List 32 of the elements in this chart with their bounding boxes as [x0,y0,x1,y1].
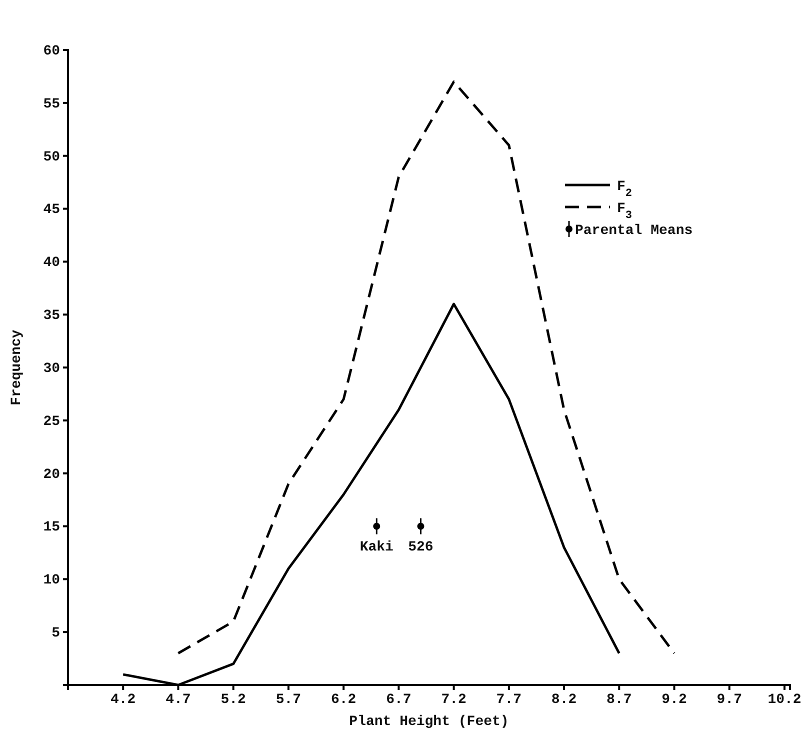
x-tick-label: 6.7 [386,692,412,708]
y-tick-label: 35 [43,308,60,324]
x-tick-label: 4.7 [166,692,191,708]
x-tick-label: 10.2 [768,692,802,708]
y-tick-label: 10 [43,572,60,589]
legend-label: Parental Means [575,223,693,239]
y-tick-label: 55 [43,96,60,112]
x-tick-label: 9.7 [716,692,742,708]
y-axis-title: Frequency [9,329,25,406]
x-tick-label: 9.2 [662,692,687,708]
x-tick-label: 7.7 [496,692,522,708]
x-tick-label: 8.7 [606,692,632,708]
x-tick-label: 7.2 [441,692,466,708]
x-tick-label: 8.2 [551,692,577,708]
x-tick-label: 5.7 [276,692,302,708]
y-tick-label: 20 [43,466,60,483]
x-tick-label: 4.2 [110,692,136,708]
y-tick-label: 45 [43,202,60,218]
x-axis-title: Plant Height (Feet) [349,714,509,730]
y-tick-label: 40 [43,255,60,272]
x-tick-label: 5.2 [220,692,246,708]
legend-label: F$_{2}$ [617,179,632,200]
y-tick-label: 25 [43,414,60,430]
legend-label: F$_{3}$ [617,201,632,222]
y-tick-label: 60 [43,43,60,60]
y-tick-label: 15 [43,520,60,536]
y-tick-label: 50 [43,149,60,166]
annotation: Kaki [360,539,394,556]
x-tick-label: 6.2 [330,692,356,708]
y-tick-label: 5 [52,626,60,642]
annotation: 526 [408,539,434,556]
y-tick-label: 30 [43,360,60,377]
